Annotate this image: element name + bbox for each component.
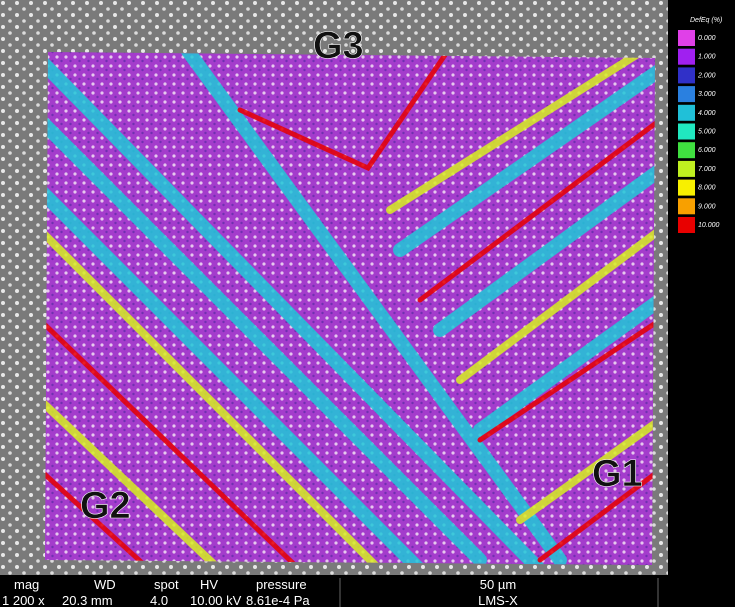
info-value: 4.0 [150,593,168,607]
color-swatch [678,86,695,103]
info-value: 8.61e-4 Pa [246,593,310,607]
colorbar-label: 7.000 [698,166,716,173]
info-header: pressure [256,577,307,592]
colorbar-label: 4.000 [698,110,716,117]
color-swatch [678,123,695,140]
color-swatch [678,179,695,196]
colorbar-label: 9.000 [698,203,716,210]
scale-label: 50 µm [480,577,516,592]
color-swatch [678,48,695,65]
info-bar [0,575,735,607]
color-swatch [678,217,695,233]
colorbar-label: 8.000 [698,185,716,192]
info-header: spot [154,577,179,592]
color-swatch [678,67,695,84]
instrument-label: LMS-X [478,593,518,607]
info-value: 10.00 kV [190,593,242,607]
color-swatch [678,30,695,46]
colorbar: 0.000 1.000 2.000 3.000 4.000 5.000 6.000 7.000… [678,30,720,233]
info-value: 20.3 mm [62,593,113,607]
grain-label: G1 [592,453,643,495]
info-header: mag [14,577,39,592]
color-swatch [678,160,695,177]
colorbar-title: DefEq (%) [690,17,722,24]
grain-label: G2 [80,485,131,527]
colorbar-label: 10.000 [698,222,720,229]
grain-label: G3 [313,25,364,67]
strain-bands [45,52,655,565]
colorbar-label: 1.000 [698,54,716,61]
info-header: WD [94,577,116,592]
info-header: HV [200,577,218,592]
colorbar-label: 6.000 [698,147,716,154]
color-swatch [678,142,695,159]
color-swatch [678,198,695,215]
colorbar-label: 2.000 [697,72,716,79]
colorbar-label: 5.000 [698,129,716,136]
colorbar-label: 3.000 [698,91,716,98]
colorbar-label: 0.000 [698,35,716,42]
info-value: 1 200 x [2,593,45,607]
color-swatch [678,104,695,121]
